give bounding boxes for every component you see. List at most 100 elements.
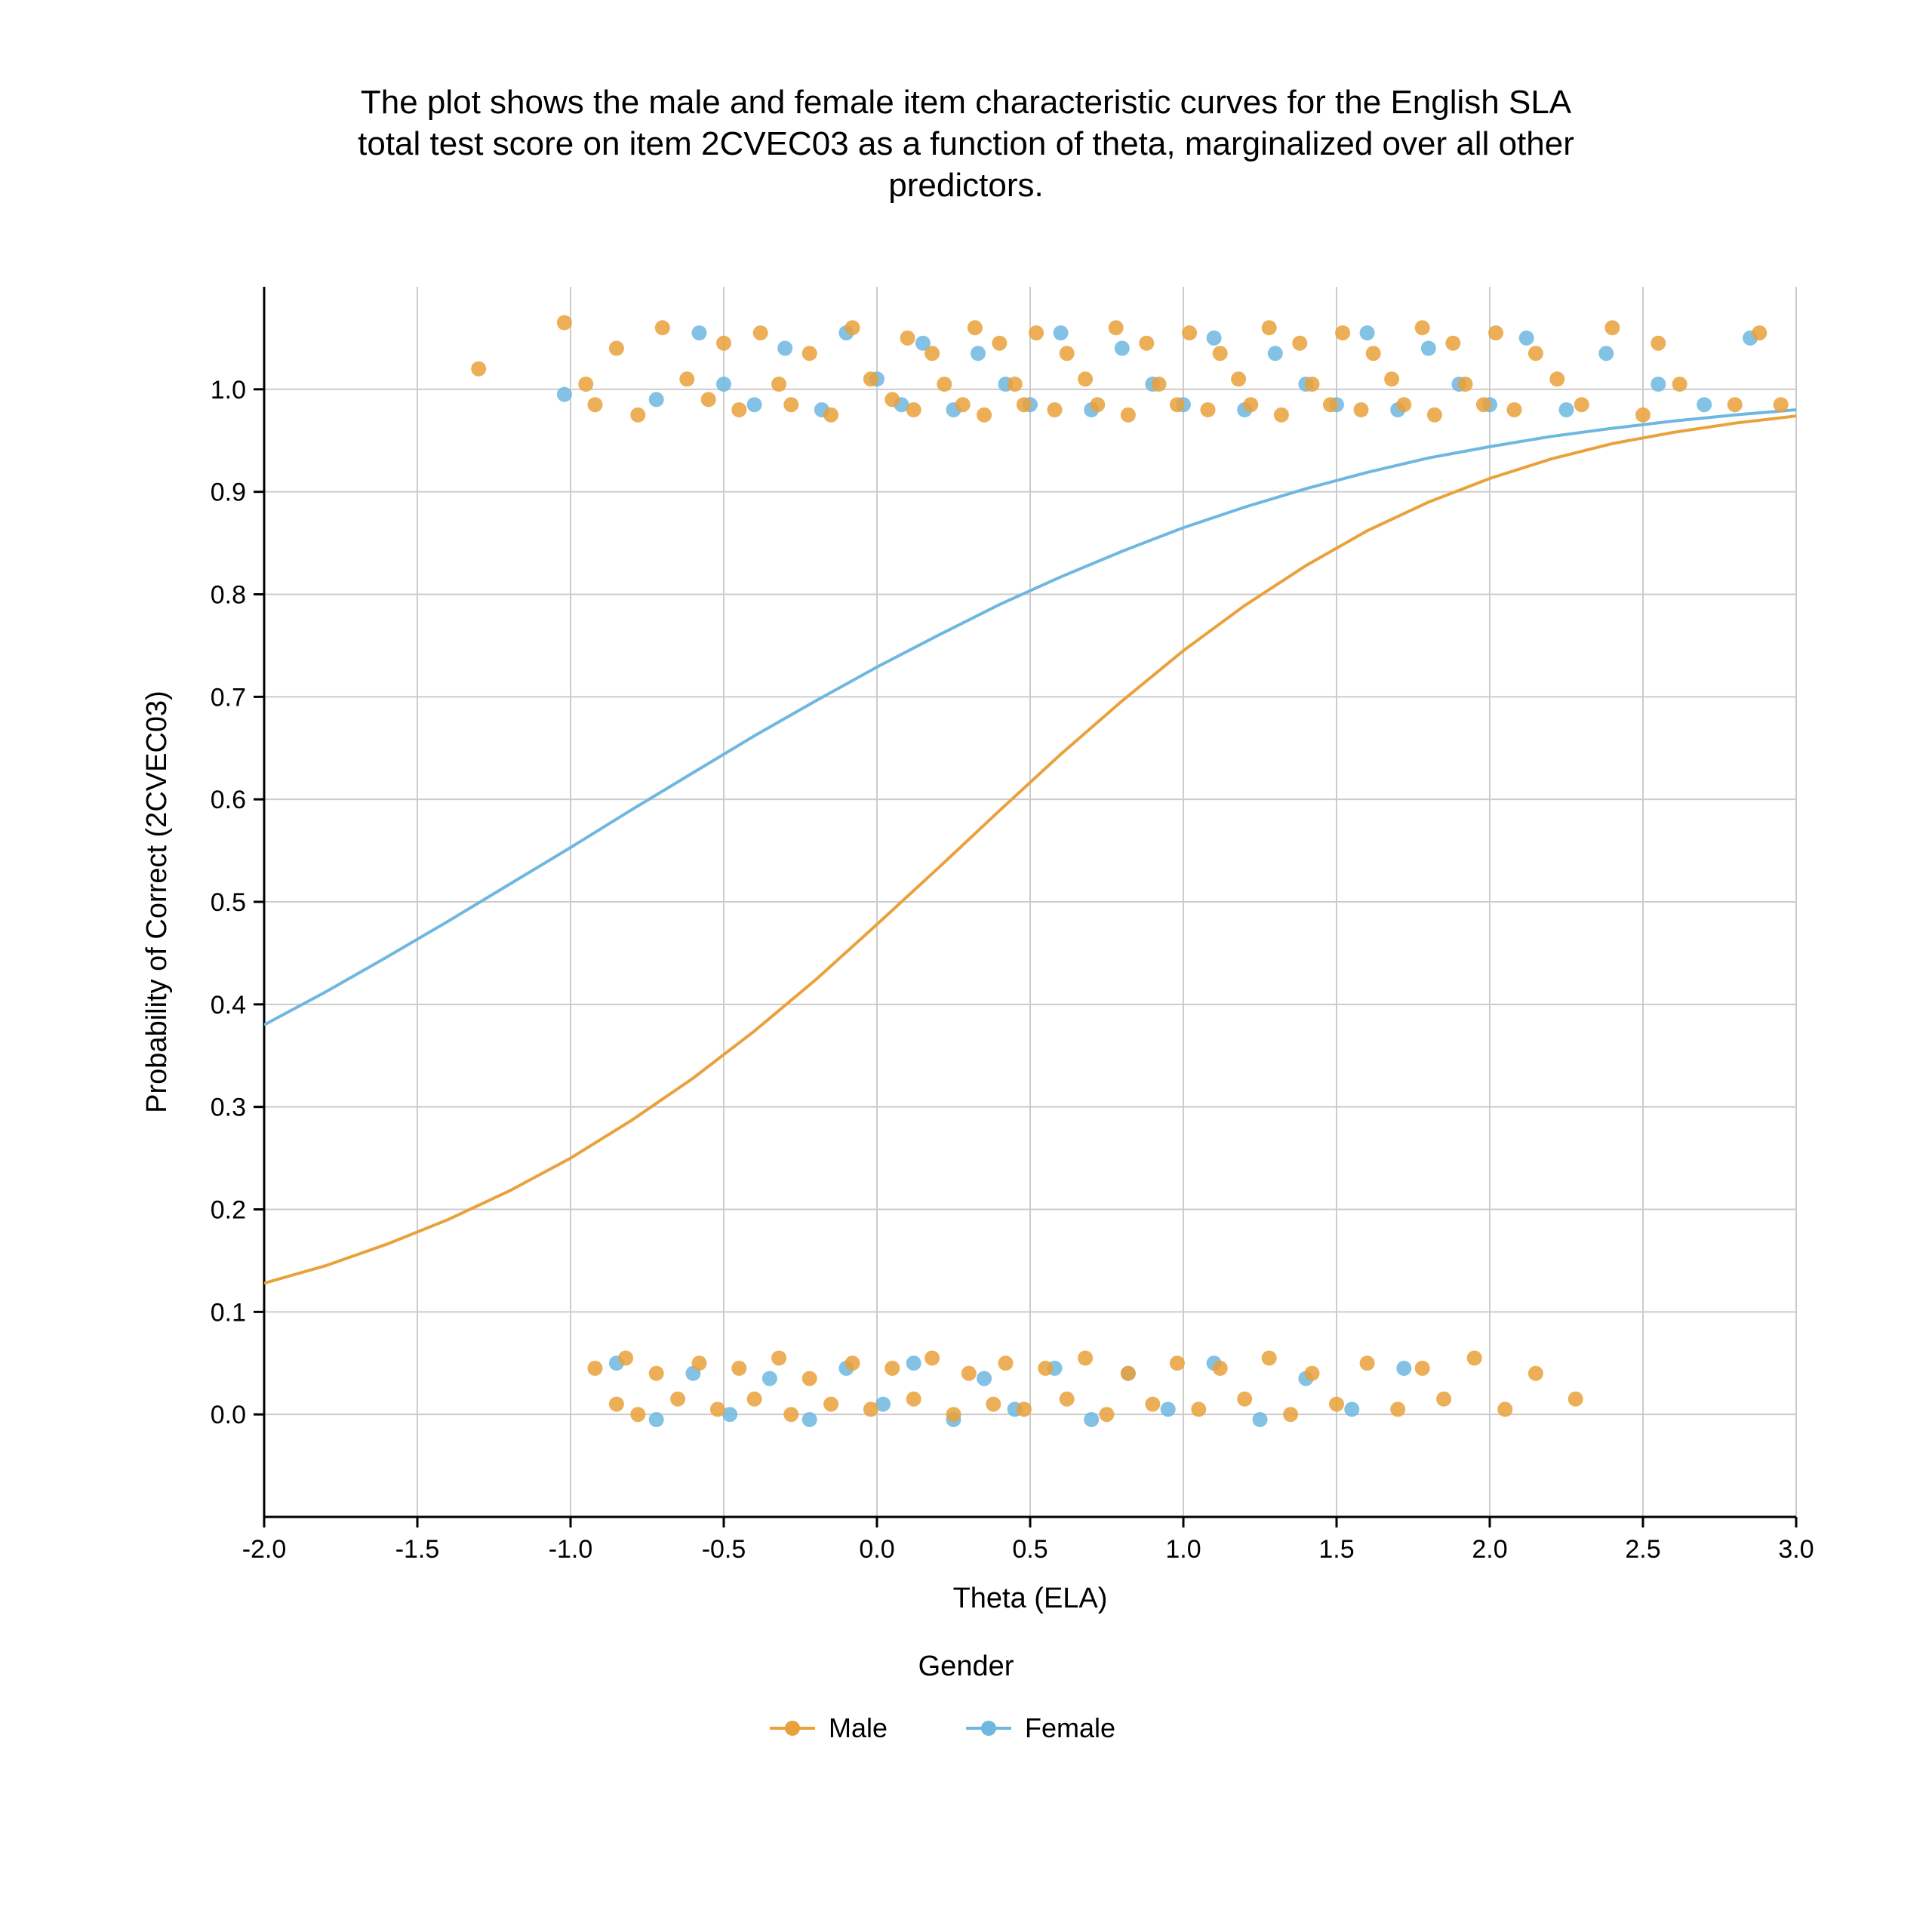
y-tick-label: 0.7: [211, 683, 246, 712]
scatter-point: [1152, 377, 1167, 392]
scatter-point: [884, 1361, 900, 1376]
scatter-point: [1476, 397, 1491, 412]
scatter-point: [1497, 1401, 1512, 1417]
x-tick-label: 3.0: [1778, 1535, 1814, 1564]
scatter-point: [802, 1371, 817, 1386]
scatter-point: [692, 325, 707, 340]
scatter-point: [1038, 1361, 1053, 1376]
scatter-point: [557, 387, 572, 402]
scatter-point: [1635, 408, 1651, 423]
scatter-point: [863, 371, 878, 386]
scatter-point: [471, 361, 486, 377]
scatter-point: [1274, 408, 1289, 423]
scatter-point: [731, 1361, 746, 1376]
scatter-point: [747, 397, 762, 412]
chart-title-line: total test score on item 2CVEC03 as a fu…: [358, 125, 1574, 162]
y-axis-label: Probability of Correct (2CVEC03): [141, 691, 173, 1113]
scatter-point: [578, 377, 593, 392]
scatter-point: [1559, 402, 1574, 417]
scatter-point: [1467, 1351, 1482, 1366]
scatter-point: [1568, 1392, 1583, 1407]
scatter-point: [992, 336, 1007, 351]
scatter-point: [1161, 1401, 1176, 1417]
scatter-point: [762, 1371, 777, 1386]
scatter-point: [1415, 320, 1430, 335]
scatter-point: [1427, 408, 1442, 423]
y-tick-label: 0.9: [211, 478, 246, 507]
scatter-point: [1213, 346, 1228, 361]
scatter-point: [823, 408, 838, 423]
scatter-point: [1121, 408, 1136, 423]
legend-marker-icon: [981, 1721, 996, 1736]
scatter-point: [1268, 346, 1283, 361]
scatter-point: [1060, 346, 1075, 361]
chart-title-line: predictors.: [888, 167, 1043, 204]
scatter-point: [1396, 397, 1411, 412]
scatter-point: [630, 408, 645, 423]
scatter-point: [968, 320, 983, 335]
scatter-point: [1458, 377, 1473, 392]
scatter-point: [937, 377, 952, 392]
scatter-point: [924, 1351, 940, 1366]
x-tick-label: -0.5: [702, 1535, 746, 1564]
scatter-point: [777, 341, 792, 356]
scatter-point: [1121, 1366, 1136, 1381]
scatter-point: [1354, 402, 1369, 417]
legend-title: Gender: [918, 1651, 1014, 1682]
scatter-point: [1436, 1392, 1451, 1407]
scatter-point: [1752, 325, 1767, 340]
scatter-point: [1084, 1412, 1099, 1427]
scatter-point: [1774, 397, 1789, 412]
scatter-point: [1672, 377, 1687, 392]
scatter-point: [1384, 371, 1399, 386]
scatter-point: [701, 392, 716, 407]
legend-label: Female: [1025, 1712, 1115, 1743]
scatter-point: [1060, 1392, 1075, 1407]
scatter-point: [679, 371, 694, 386]
scatter-point: [924, 346, 940, 361]
scatter-point: [1329, 1397, 1344, 1412]
scatter-point: [1253, 1412, 1268, 1427]
scatter-point: [771, 377, 786, 392]
scatter-point: [1191, 1401, 1206, 1417]
scatter-point: [823, 1397, 838, 1412]
scatter-point: [692, 1355, 707, 1371]
scatter-point: [1292, 336, 1307, 351]
scatter-point: [977, 1371, 992, 1386]
scatter-point: [1078, 1351, 1093, 1366]
scatter-point: [946, 1407, 961, 1422]
scatter-point: [1549, 371, 1564, 386]
x-tick-label: 1.0: [1165, 1535, 1201, 1564]
scatter-point: [1182, 325, 1197, 340]
scatter-point: [1445, 336, 1460, 351]
scatter-point: [900, 331, 915, 346]
scatter-point: [710, 1401, 725, 1417]
scatter-point: [802, 1412, 817, 1427]
scatter-point: [1017, 1401, 1032, 1417]
scatter-point: [1100, 1407, 1115, 1422]
scatter-point: [1170, 1355, 1185, 1371]
scatter-point: [1323, 397, 1338, 412]
scatter-point: [716, 377, 731, 392]
scatter-point: [1344, 1401, 1359, 1417]
scatter-point: [753, 325, 768, 340]
x-tick-label: 0.0: [859, 1535, 894, 1564]
scatter-point: [986, 1397, 1001, 1412]
scatter-point: [1528, 1366, 1543, 1381]
scatter-point: [1366, 346, 1381, 361]
y-tick-label: 0.1: [211, 1298, 246, 1327]
scatter-point: [618, 1351, 633, 1366]
y-tick-label: 0.0: [211, 1401, 246, 1429]
scatter-point: [588, 1361, 603, 1376]
scatter-point: [588, 397, 603, 412]
scatter-point: [1519, 331, 1534, 346]
scatter-point: [1396, 1361, 1411, 1376]
scatter-point: [1231, 371, 1246, 386]
scatter-point: [1360, 325, 1375, 340]
x-tick-label: -1.5: [395, 1535, 440, 1564]
scatter-point: [783, 1407, 798, 1422]
x-tick-label: 2.0: [1472, 1535, 1507, 1564]
scatter-point: [1360, 1355, 1375, 1371]
scatter-point: [971, 346, 986, 361]
scatter-point: [906, 1392, 921, 1407]
